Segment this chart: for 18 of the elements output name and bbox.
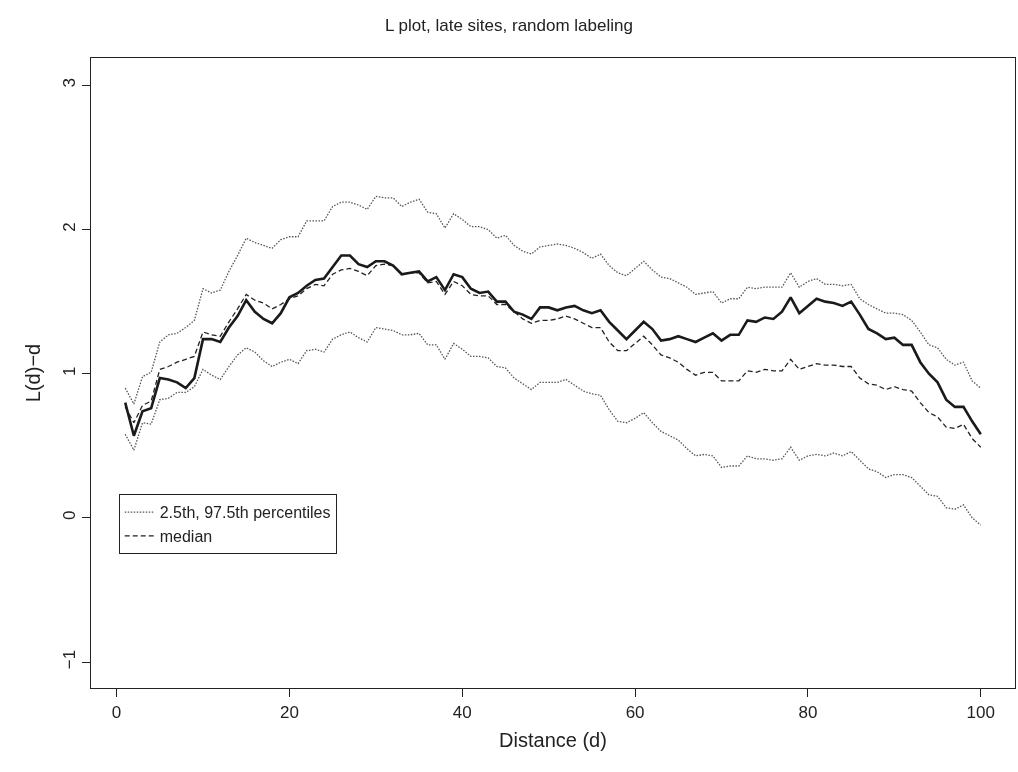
- x-tick-label: 20: [279, 702, 299, 722]
- x-tick-label: 60: [625, 702, 645, 722]
- y-tick-label: 2: [59, 222, 79, 232]
- y-tick-label: 1: [59, 366, 79, 376]
- y-tick-label: 0: [59, 510, 79, 521]
- legend-label: 2.5th, 97.5th percentiles: [159, 504, 331, 522]
- line-series: [124, 195, 982, 405]
- line-series: [124, 326, 982, 526]
- legend-label: median: [159, 528, 213, 546]
- y-tick-label: −1: [59, 649, 79, 670]
- y-axis-title: L(d)−d: [21, 343, 44, 403]
- x-tick-label: 80: [798, 702, 818, 722]
- x-axis-title: Distance (d): [499, 729, 607, 752]
- x-tick-label: 40: [452, 702, 472, 722]
- y-tick-label: 3: [59, 78, 79, 88]
- chart-title: L plot, late sites, random labeling: [385, 16, 633, 36]
- x-tick-label: 100: [966, 702, 995, 722]
- x-tick-label: 0: [111, 702, 122, 722]
